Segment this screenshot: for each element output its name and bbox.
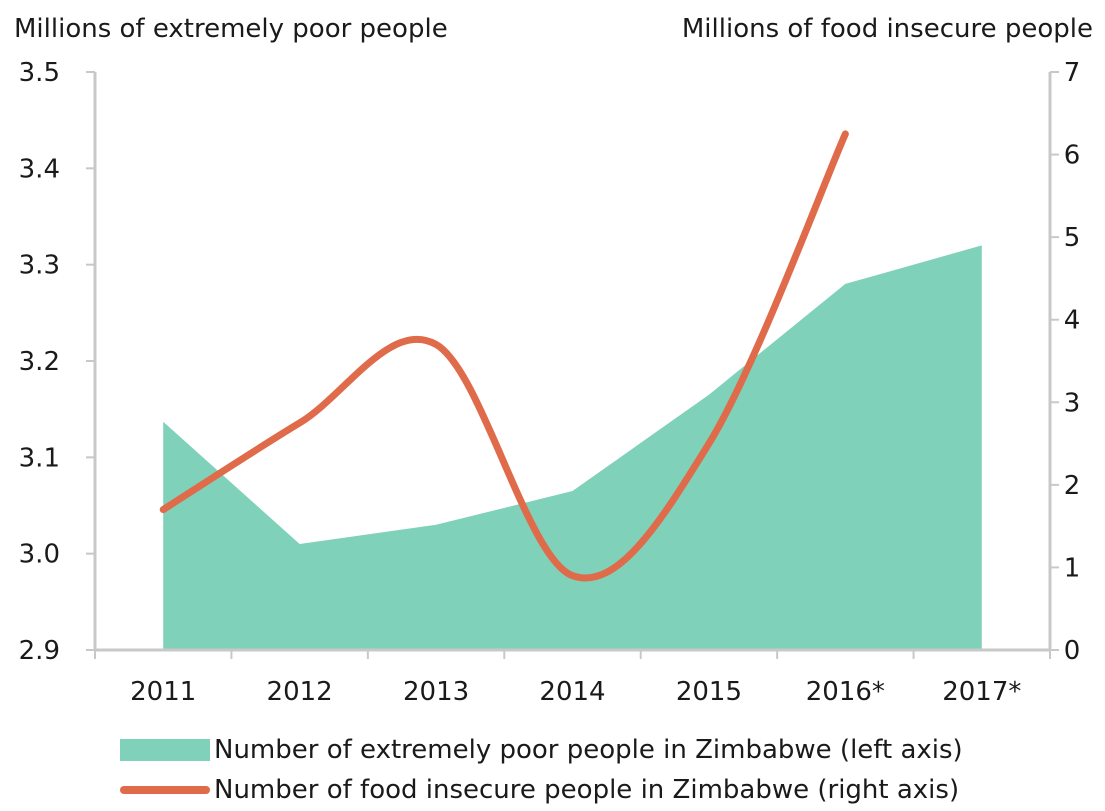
chart-canvas: 2.9 3.0 3.1 3.2 3.3 3.4 3.5 0 1 2 3 4 5 6 7 2011 2012 201… [19,58,1081,707]
left-tick-label: 3.0 [19,540,60,570]
right-tick-label: 6 [1064,141,1081,171]
left-axis-title: Millions of extremely poor people [14,14,448,44]
right-tick-label: 7 [1064,58,1081,88]
line-series-food-insecure [159,130,849,582]
x-tick-label: 2015 [676,677,742,707]
legend-item-food: Number of food insecure people in Zimbab… [0,772,959,808]
left-tick-label: 3.1 [19,443,60,473]
x-tick-label: 2011 [130,677,196,707]
x-tick-label: 2014 [539,677,605,707]
legend-label-poor: Number of extremely poor people in Zimba… [214,735,963,765]
left-tick-label: 3.2 [19,347,60,377]
x-tick-label: 2017* [942,677,1021,707]
right-tick-label: 4 [1064,306,1081,336]
right-tick-label: 3 [1064,388,1081,418]
legend-swatch-line [120,786,210,794]
right-tick-label: 2 [1064,471,1081,501]
x-tick-label: 2016* [806,677,885,707]
x-tick-label: 2012 [267,677,333,707]
legend-item-poor: Number of extremely poor people in Zimba… [0,732,963,768]
left-tick-label: 2.9 [19,636,60,666]
right-tick-label: 0 [1064,636,1081,666]
left-tick-label: 3.4 [19,154,60,184]
left-tick-label: 3.5 [19,58,60,88]
area-series-extremely-poor [163,245,982,650]
right-tick-label: 5 [1064,223,1081,253]
right-axis-title: Millions of food insecure people [681,14,1093,44]
legend-label-food: Number of food insecure people in Zimbab… [214,775,960,805]
legend-swatch-area [120,739,210,761]
left-tick-label: 3.3 [19,251,60,281]
x-tick-label: 2013 [403,677,469,707]
right-tick-label: 1 [1064,553,1081,583]
